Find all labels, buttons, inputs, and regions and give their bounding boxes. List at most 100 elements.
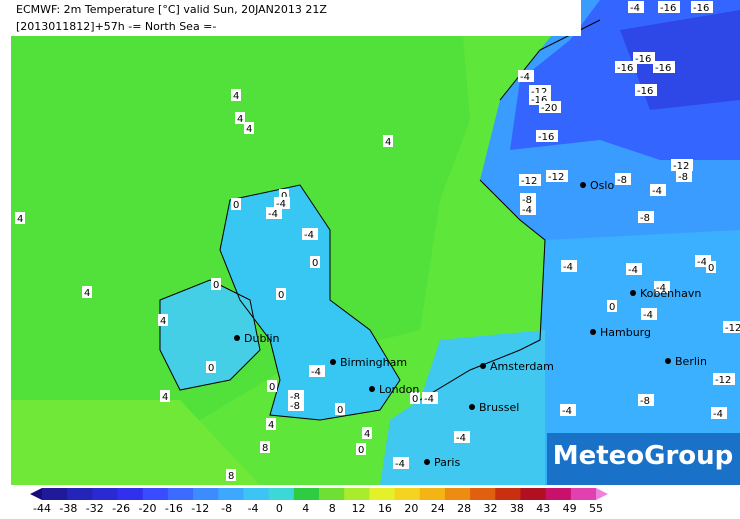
label-box <box>560 404 576 416</box>
label-box <box>309 365 325 377</box>
colorbar-swatch <box>419 488 446 500</box>
label-box <box>638 211 654 223</box>
label-box <box>235 112 245 124</box>
label-box <box>615 61 637 73</box>
colorbar-tick-label: -26 <box>112 502 130 515</box>
colorbar-swatch <box>167 488 194 500</box>
label-box <box>654 281 670 293</box>
colorbar-swatch <box>218 488 244 500</box>
city-name: Brussel <box>479 401 519 414</box>
contour-label: -8 <box>290 392 300 403</box>
city-dot <box>234 335 240 341</box>
city-name: Birmingham <box>340 356 407 369</box>
colorbar-tick-label: -32 <box>86 502 104 515</box>
contour-label: 4 <box>385 137 391 148</box>
label-box <box>226 469 236 481</box>
label-box <box>561 260 577 272</box>
colorbar-tick-label: 16 <box>378 502 392 515</box>
colorbar-swatch <box>243 488 270 500</box>
contour-label: -16 <box>637 86 653 97</box>
label-box <box>276 288 286 300</box>
city-name: Amsterdam <box>490 360 554 373</box>
label-box <box>158 314 168 326</box>
contour-label: 0 <box>312 258 318 269</box>
colorbar-swatch <box>344 488 370 500</box>
colorbar-swatch <box>444 488 471 500</box>
south-zone <box>11 400 260 485</box>
city-dot <box>469 404 475 410</box>
colorbar-swatch <box>67 488 93 500</box>
colorbar-tick-label: 28 <box>457 502 471 515</box>
colorbar-swatch <box>42 488 68 500</box>
label-box <box>626 263 642 275</box>
city-dot <box>330 359 336 365</box>
contour-label: -4 <box>456 433 466 444</box>
colorbar-tick-label: -4 <box>248 502 259 515</box>
label-box <box>266 207 282 219</box>
city-name: Kobenhavn <box>640 287 701 300</box>
colorbar-swatch <box>495 488 521 500</box>
label-box <box>274 197 290 209</box>
label-box <box>546 170 568 182</box>
contour-label: -8 <box>617 175 627 186</box>
label-box <box>82 286 92 298</box>
contour-label: -4 <box>395 459 405 470</box>
label-box <box>231 89 241 101</box>
colorbar-tick-label: -16 <box>165 502 183 515</box>
colorbar-tick-label: 20 <box>404 502 418 515</box>
label-box <box>711 407 727 419</box>
colorbar-arrow <box>30 488 42 500</box>
colorbar-tick-label: 49 <box>563 502 577 515</box>
contour-label: -16 <box>531 95 547 106</box>
label-box <box>520 203 536 215</box>
colorbar-tick-label: -20 <box>139 502 157 515</box>
contour-label: 0 <box>609 302 615 313</box>
label-box <box>650 184 666 196</box>
contour-label: 0 <box>269 382 275 393</box>
contour-label: -12 <box>673 161 689 172</box>
label-box <box>520 193 536 205</box>
contour-label: 4 <box>246 124 252 135</box>
contour-label: 0 <box>208 363 214 374</box>
colorbar-swatch <box>570 488 597 500</box>
contour-label: 8 <box>228 471 234 482</box>
label-box <box>231 198 241 210</box>
contour-label: -4 <box>522 205 532 216</box>
contour-label: -20 <box>541 103 557 114</box>
lowlands <box>380 330 545 485</box>
contour-label: 0 <box>337 405 343 416</box>
label-box <box>691 1 713 13</box>
contour-label: -4 <box>304 230 314 241</box>
colorbar-swatch <box>394 488 421 500</box>
cities: Dublin Birmingham London Amsterdam Brussel Pa… <box>234 179 707 469</box>
contour-label: -4 <box>656 283 666 294</box>
contour-label: 0 <box>412 394 418 405</box>
label-box <box>658 1 680 13</box>
contour-label: -4 <box>630 3 640 14</box>
logo: MeteoGroup <box>553 441 734 471</box>
city-dot <box>369 386 375 392</box>
city-name: London <box>379 383 419 396</box>
label-box <box>628 1 644 13</box>
contour-label: -16 <box>538 132 554 143</box>
label-box <box>713 373 735 385</box>
contour-label: -16 <box>660 3 676 14</box>
city-dot <box>580 182 586 188</box>
logo-box <box>547 433 740 485</box>
city-name: Oslo <box>590 179 614 192</box>
contour-label: -4 <box>713 409 723 420</box>
label-box <box>267 380 277 392</box>
continent <box>540 230 740 485</box>
contour-label: -8 <box>640 213 650 224</box>
header-line: ECMWF: 2m Temperature [°C] valid Sun, 20… <box>16 3 327 16</box>
label-box <box>706 261 716 273</box>
contour-label: 4 <box>84 288 90 299</box>
label-box <box>206 361 216 373</box>
contour-label: -8 <box>290 401 300 412</box>
contour-label: -16 <box>617 63 633 74</box>
city-dot <box>665 358 671 364</box>
contour-label: 4 <box>237 114 243 125</box>
ireland <box>160 280 260 390</box>
colorbar-tick-label: 24 <box>431 502 445 515</box>
